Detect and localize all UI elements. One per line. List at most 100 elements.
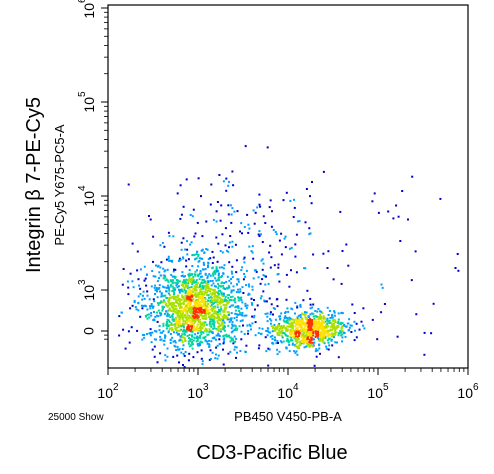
event-dot [175,329,178,332]
event-dot [124,347,127,350]
event-dot [169,316,172,319]
event-dot [220,301,223,304]
event-dot [211,318,213,321]
event-dot [216,320,219,323]
event-dot [213,288,216,291]
event-dot [198,342,201,345]
event-dot [341,329,344,332]
event-dot [186,248,189,251]
event-dot [188,328,190,331]
event-dot [295,335,298,338]
event-dot [205,248,208,250]
event-dot [229,296,232,299]
event-dot [219,328,222,331]
event-dot [312,253,315,256]
event-dot [327,320,330,323]
event-dot [214,306,217,309]
event-dot [216,301,219,304]
event-dot [263,299,266,302]
event-dot [216,299,219,302]
event-dot [210,340,213,343]
event-dot [293,198,295,201]
event-dot [225,177,228,180]
event-dot [310,343,313,346]
event-dot [244,350,247,353]
event-dot [201,321,204,324]
event-dot [303,327,305,330]
event-dot [190,241,193,244]
event-dot [336,321,339,324]
event-dot [174,268,177,271]
event-dot [200,298,203,301]
event-dot [221,295,224,298]
event-dot [231,338,234,341]
event-dot [202,287,205,290]
event-dot [214,277,217,280]
event-dot [207,262,210,265]
event-dot [188,275,191,278]
event-dot [184,248,187,251]
event-dot [225,280,228,283]
event-dot [185,299,188,302]
event-dot [167,284,169,287]
event-dot [311,341,314,344]
event-dot [195,286,198,288]
event-dot [247,223,250,226]
event-dot [272,342,275,345]
event-dot [213,310,216,313]
event-dot [292,321,295,324]
event-dot [197,255,200,258]
event-dot [199,328,202,331]
event-dot [297,338,300,341]
event-dot [225,299,227,302]
event-dot [239,230,241,233]
event-dot [241,266,244,269]
event-dot [312,312,315,315]
event-dot [156,280,159,283]
event-dot [307,333,310,336]
event-dot [222,342,225,345]
event-dot [331,325,334,328]
event-dot [214,299,217,302]
event-dot [312,323,315,326]
event-dot [300,330,303,333]
event-dot [207,283,210,286]
event-dot [172,303,175,306]
event-dot [315,333,318,336]
event-dot [307,319,310,322]
event-dot [143,297,146,300]
event-dot [202,336,205,339]
event-dot [272,313,274,316]
event-dot [228,286,231,289]
event-dot [172,290,175,293]
event-dot [298,220,301,222]
event-dot [286,328,289,331]
event-dot [380,311,383,314]
event-dot [333,336,336,339]
event-dot [218,315,221,318]
event-dot [259,297,262,300]
event-dot [319,325,322,328]
event-dot [295,233,298,236]
event-dot [149,218,152,221]
event-dot [226,318,229,321]
event-dot [130,326,133,329]
event-dot [322,170,325,173]
event-dot [229,340,232,343]
event-dot [190,281,192,283]
event-dot [204,339,207,342]
event-dot [265,329,268,332]
event-dot [327,329,330,332]
event-dot [269,335,272,338]
event-dot [201,281,204,284]
event-dot [215,311,217,314]
event-dot [234,243,237,246]
event-dot [193,288,196,291]
event-dot [177,315,180,318]
event-dot [249,325,252,327]
event-dot [288,285,291,288]
event-dot [199,288,202,291]
event-dot [199,334,202,337]
event-dot [304,221,307,224]
event-dot [291,325,294,328]
